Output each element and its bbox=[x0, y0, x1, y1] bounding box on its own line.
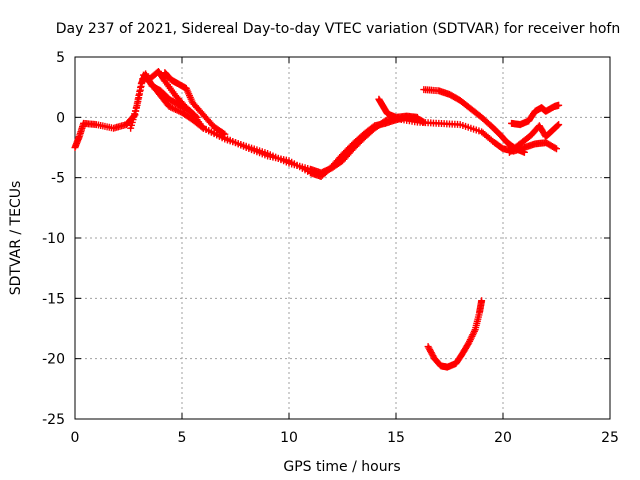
data-point-marker bbox=[219, 129, 227, 137]
data-point-marker bbox=[551, 144, 559, 152]
data-point-marker bbox=[192, 112, 200, 120]
data-point-marker bbox=[555, 101, 563, 109]
y-tick-label: 0 bbox=[56, 110, 65, 126]
grid-lines bbox=[75, 57, 610, 419]
axis-ticks: 0 5 10 15 20 25 5 0 -5 -10 -15 -20 -25 bbox=[42, 50, 619, 446]
data-point-marker bbox=[478, 297, 486, 305]
data-point-marker bbox=[193, 113, 201, 121]
data-point-marker bbox=[134, 97, 142, 105]
data-point-marker bbox=[133, 101, 141, 109]
data-point-marker bbox=[168, 104, 176, 112]
x-tick-label: 25 bbox=[601, 430, 619, 446]
x-tick-label: 0 bbox=[71, 430, 80, 446]
data-point-marker bbox=[173, 106, 181, 114]
data-point-marker bbox=[555, 121, 563, 129]
data-series bbox=[71, 67, 563, 371]
series-track-g bbox=[508, 101, 563, 129]
data-point-marker bbox=[553, 122, 561, 130]
data-point-marker bbox=[553, 145, 560, 153]
chart-title: Day 237 of 2021, Sidereal Day-to-day VTE… bbox=[56, 21, 620, 37]
x-tick-label: 15 bbox=[387, 430, 405, 446]
series-track-d bbox=[146, 67, 201, 121]
y-tick-label: -10 bbox=[42, 231, 65, 247]
series-track-i bbox=[424, 297, 486, 371]
x-tick-label: 20 bbox=[494, 430, 512, 446]
x-axis-label: GPS time / hours bbox=[283, 459, 400, 475]
data-point-marker bbox=[420, 118, 428, 126]
data-point-marker bbox=[221, 130, 229, 138]
data-point-marker bbox=[413, 113, 421, 121]
data-point-marker bbox=[172, 105, 180, 113]
data-point-marker bbox=[167, 103, 175, 111]
data-point-marker bbox=[198, 123, 206, 131]
series-track-h bbox=[505, 121, 563, 156]
y-tick-label: -20 bbox=[42, 352, 65, 368]
x-tick-label: 5 bbox=[178, 430, 187, 446]
y-tick-label: -25 bbox=[42, 412, 65, 428]
data-point-marker bbox=[175, 107, 183, 115]
data-point-marker bbox=[520, 148, 528, 156]
series-track-c bbox=[161, 69, 229, 138]
series-track-b bbox=[127, 71, 428, 180]
data-point-marker bbox=[135, 90, 143, 98]
y-tick-label: -15 bbox=[42, 291, 65, 307]
x-tick-label: 10 bbox=[280, 430, 298, 446]
series-line bbox=[73, 72, 558, 175]
y-tick-label: 5 bbox=[56, 50, 65, 66]
data-point-marker bbox=[170, 105, 178, 113]
data-point-marker bbox=[137, 82, 145, 90]
data-point-marker bbox=[554, 121, 562, 129]
data-point-marker bbox=[138, 79, 146, 87]
data-point-marker bbox=[136, 86, 144, 94]
y-tick-label: -5 bbox=[51, 171, 65, 187]
data-point-marker bbox=[165, 102, 173, 110]
series-track-f bbox=[420, 86, 528, 156]
series-track-e bbox=[375, 95, 421, 121]
y-axis-label: SDTVAR / TECUs bbox=[8, 181, 24, 296]
data-point-marker bbox=[135, 94, 143, 102]
